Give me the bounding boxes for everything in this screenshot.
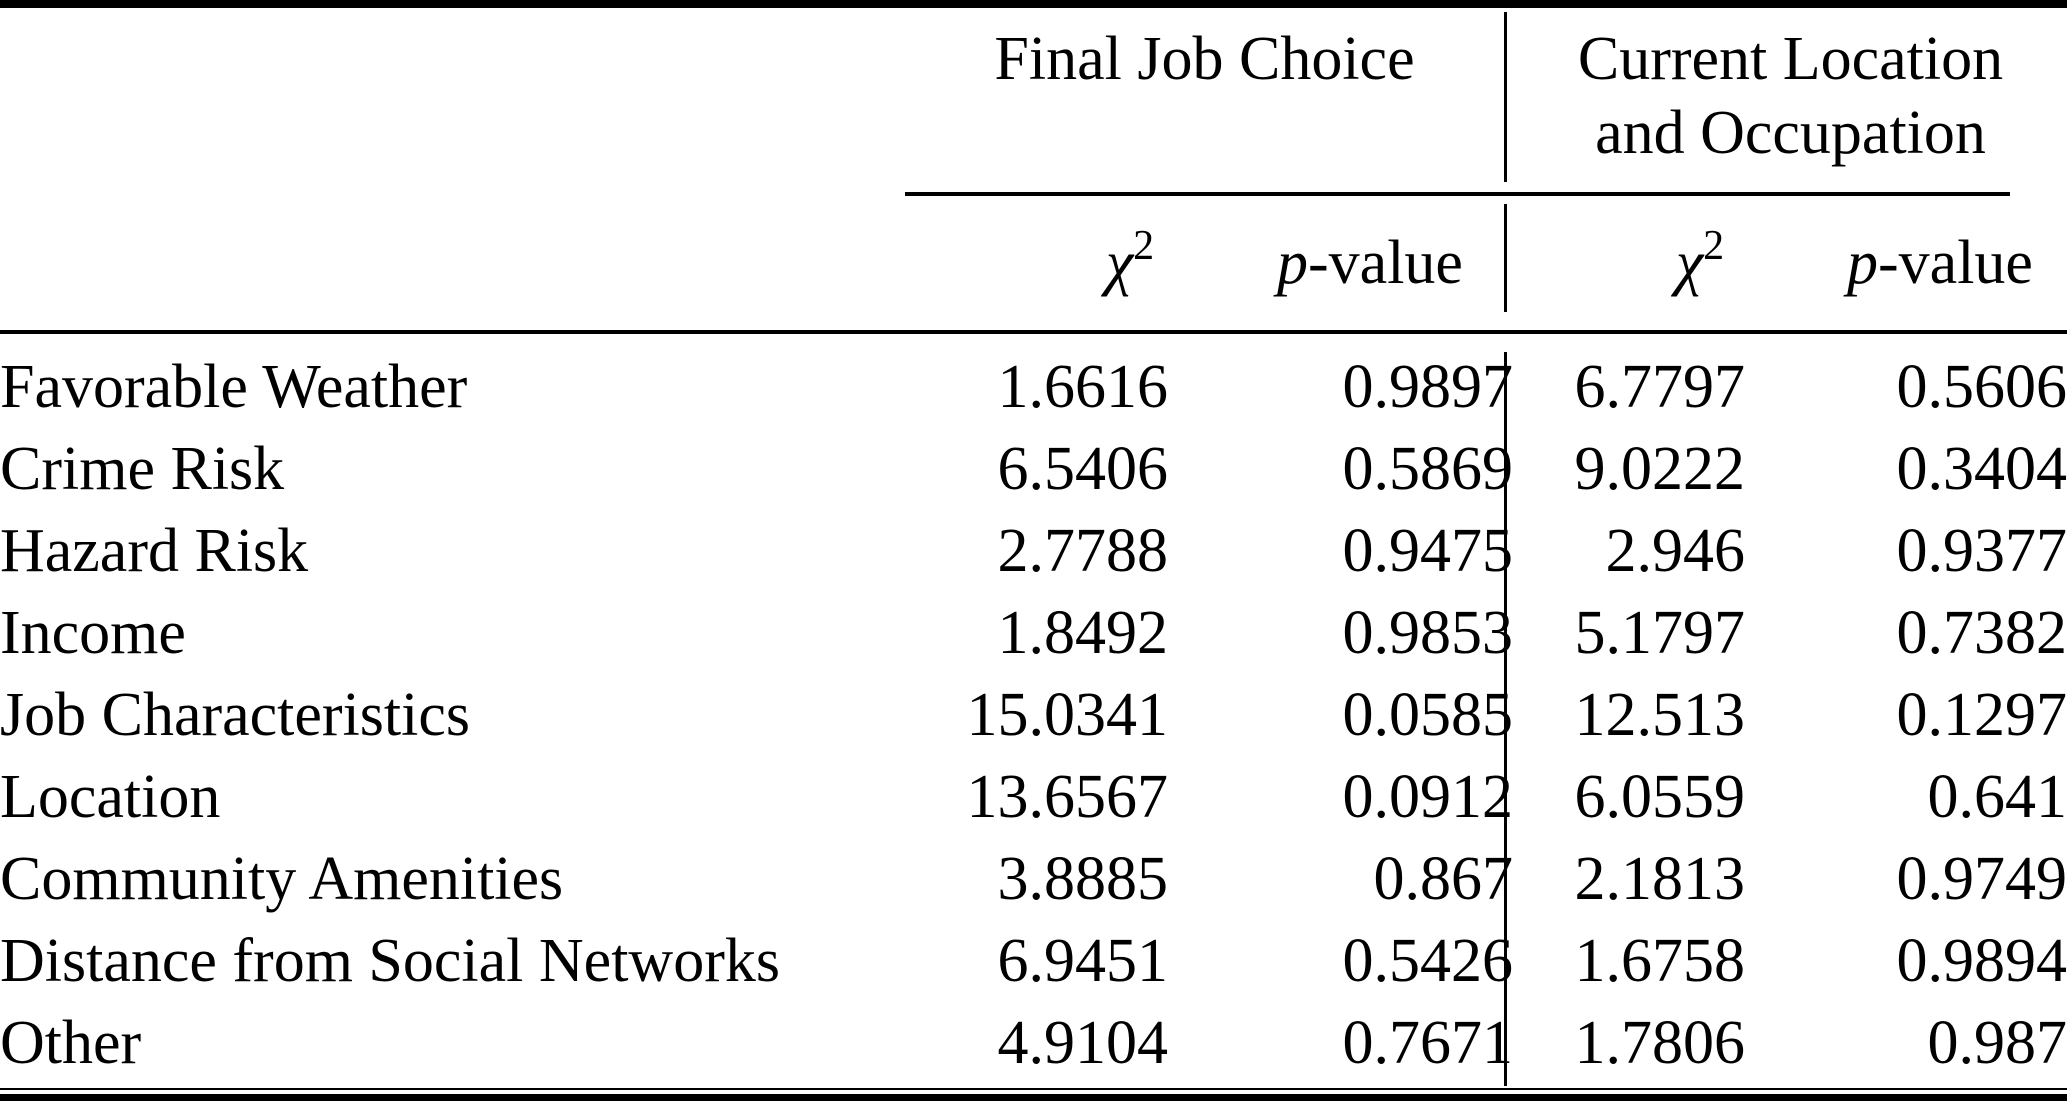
value-clo-p: 0.3404: [1896, 434, 2067, 503]
p-symbol: p: [1277, 229, 1309, 297]
value-clo-p: 0.9377: [1896, 516, 2067, 585]
value-clo-p: 0.7382: [1896, 598, 2067, 667]
value-clo-chi2: 6.0559: [1574, 762, 1746, 831]
row-label: Income: [0, 598, 186, 667]
value-fjc-p: 0.5426: [1342, 926, 1514, 995]
bottom-rule-thick: [0, 1094, 2067, 1101]
value-fjc-chi2: 13.6567: [966, 762, 1169, 831]
group-header-underline: [905, 192, 2010, 196]
row-label: Other: [0, 1008, 142, 1077]
value-clo-chi2: 6.7797: [1574, 352, 1746, 421]
value-fjc-p: 0.7671: [1342, 1008, 1514, 1077]
value-fjc-p: 0.867: [1373, 844, 1514, 913]
row-label: Location: [0, 762, 221, 831]
table-row: Crime Risk 6.5406 0.5869 9.0222 0.3404: [0, 428, 2067, 510]
value-clo-p: 0.641: [1927, 762, 2067, 831]
value-fjc-chi2: 6.5406: [997, 434, 1169, 503]
value-fjc-p: 0.9475: [1342, 516, 1514, 585]
chi-symbol: χ: [1675, 229, 1704, 297]
value-fjc-chi2: 3.8885: [997, 844, 1169, 913]
top-rule: [0, 0, 2067, 8]
value-fjc-chi2: 4.9104: [997, 1008, 1169, 1077]
value-fjc-chi2: 15.0341: [966, 680, 1169, 749]
col-header-chi2-final-job: χ2: [1030, 220, 1230, 306]
value-clo-p: 0.987: [1927, 1008, 2067, 1077]
value-clo-chi2: 2.1813: [1574, 844, 1746, 913]
p-symbol: p: [1847, 229, 1879, 297]
value-fjc-chi2: 2.7788: [997, 516, 1169, 585]
value-clo-chi2: 2.946: [1605, 516, 1746, 585]
table-row: Distance from Social Networks 6.9451 0.5…: [0, 920, 2067, 1002]
data-table: Favorable Weather 1.6616 0.9897 6.7797 0…: [0, 346, 2067, 1084]
col-header-chi2-current-location: χ2: [1600, 220, 1800, 306]
group-header-line1: Current Location: [1577, 25, 2004, 93]
table-row: Favorable Weather 1.6616 0.9897 6.7797 0…: [0, 346, 2067, 428]
value-fjc-p: 0.0912: [1342, 762, 1514, 831]
value-fjc-p: 0.5869: [1342, 434, 1514, 503]
group-header-current-location-occupation: Current Location and Occupation: [1514, 22, 2067, 170]
header-body-rule: [0, 330, 2067, 334]
value-fjc-chi2: 1.8492: [997, 598, 1169, 667]
group-divider-line-top: [1504, 12, 1507, 182]
value-fjc-chi2: 6.9451: [997, 926, 1169, 995]
value-clo-chi2: 12.513: [1574, 680, 1746, 749]
p-suffix: -value: [1878, 229, 2033, 297]
value-clo-chi2: 5.1797: [1574, 598, 1746, 667]
value-fjc-p: 0.9897: [1342, 352, 1514, 421]
table-row: Location 13.6567 0.0912 6.0559 0.641: [0, 756, 2067, 838]
row-label: Hazard Risk: [0, 516, 309, 585]
chi-exponent: 2: [1133, 223, 1155, 269]
col-header-pvalue-current-location: p-value: [1790, 220, 2067, 306]
table-row: Other 4.9104 0.7671 1.7806 0.987: [0, 1002, 2067, 1084]
chi-exponent: 2: [1703, 223, 1725, 269]
table-row: Hazard Risk 2.7788 0.9475 2.946 0.9377: [0, 510, 2067, 592]
group-header-line2: and Occupation: [1595, 99, 1986, 167]
p-suffix: -value: [1308, 229, 1463, 297]
value-clo-p: 0.1297: [1896, 680, 2067, 749]
table-row: Job Characteristics 15.0341 0.0585 12.51…: [0, 674, 2067, 756]
row-label: Community Amenities: [0, 844, 564, 913]
group-divider-line-body: [1504, 352, 1507, 1086]
row-label: Favorable Weather: [0, 352, 468, 421]
group-divider-line-middle: [1504, 204, 1507, 312]
table-row: Community Amenities 3.8885 0.867 2.1813 …: [0, 838, 2067, 920]
value-clo-chi2: 1.6758: [1574, 926, 1746, 995]
value-clo-p: 0.9894: [1896, 926, 2067, 995]
table-row: Income 1.8492 0.9853 5.1797 0.7382: [0, 592, 2067, 674]
row-label: Crime Risk: [0, 434, 285, 503]
row-label: Job Characteristics: [0, 680, 471, 749]
value-clo-p: 0.9749: [1896, 844, 2067, 913]
value-clo-chi2: 9.0222: [1574, 434, 1746, 503]
value-clo-p: 0.5606: [1896, 352, 2067, 421]
row-label: Distance from Social Networks: [0, 926, 780, 995]
value-fjc-p: 0.0585: [1342, 680, 1514, 749]
bottom-rule-thin: [0, 1088, 2067, 1090]
group-header-final-job-choice: Final Job Choice: [994, 25, 1415, 93]
value-clo-chi2: 1.7806: [1574, 1008, 1746, 1077]
chi-symbol: χ: [1105, 229, 1134, 297]
col-header-pvalue-final-job: p-value: [1220, 220, 1520, 306]
value-fjc-p: 0.9853: [1342, 598, 1514, 667]
value-fjc-chi2: 1.6616: [997, 352, 1169, 421]
